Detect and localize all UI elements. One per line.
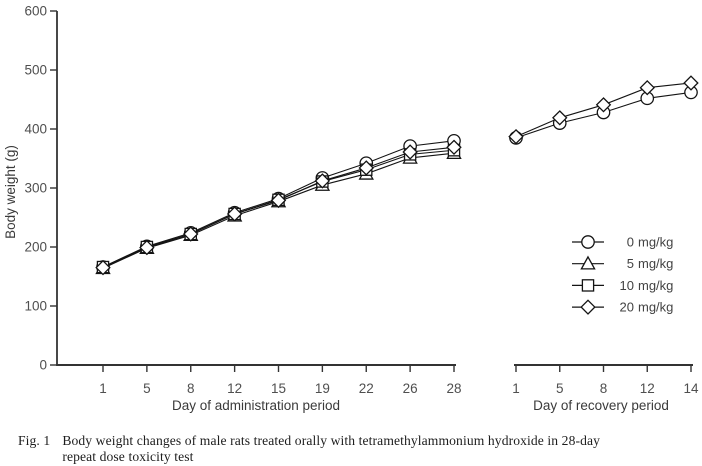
y-axis-tick-label: 0 <box>39 358 47 373</box>
x-axis-tick-label: 15 <box>271 381 286 396</box>
legend-label-unit: mg/kg <box>638 278 673 293</box>
x-axis-tick-label: 22 <box>359 381 374 396</box>
diamond-marker-20-mg-kg <box>270 192 287 209</box>
y-axis-tick-label: 300 <box>24 181 47 196</box>
y-axis-tick-label: 600 <box>24 4 47 19</box>
diamond-marker-20-mg-kg <box>139 239 155 256</box>
legend-circle-icon <box>581 235 595 249</box>
diamond-marker-20-mg-kg <box>358 160 374 176</box>
x-axis-tick-label: 5 <box>143 381 151 396</box>
figure-caption-label: Fig. 1 <box>18 433 51 448</box>
legend-label-dose: 0 <box>627 235 634 250</box>
legend-label-dose: 5 <box>627 256 634 271</box>
diamond-marker-20-mg-kg <box>446 139 462 156</box>
legend-label-unit: mg/kg <box>638 300 673 315</box>
x-axis-tick-label: 12 <box>640 381 655 396</box>
legend-label-dose: 10 <box>620 278 634 293</box>
y-axis-tick-label: 200 <box>24 240 47 255</box>
figure-caption: Fig. 1 Body weight changes of male rats … <box>18 433 702 464</box>
diamond-marker-20-mg-kg <box>226 206 243 222</box>
figure-caption-line-1: Body weight changes of male rats treated… <box>62 433 601 448</box>
y-axis-tick-label: 100 <box>24 299 47 314</box>
diamond-marker-20-mg-kg <box>402 144 418 160</box>
legend-label-unit: mg/kg <box>638 256 673 271</box>
x-axis-tick-label: 5 <box>556 381 564 396</box>
diamond-marker-20-mg-kg <box>183 226 199 242</box>
x-axis-tick-label: 1 <box>512 381 520 396</box>
x-axis-tick-label: 19 <box>315 381 330 396</box>
diamond-marker-20-mg-kg <box>595 97 612 113</box>
diamond-marker-20-mg-kg <box>508 128 524 145</box>
y-axis-tick-label: 400 <box>24 122 47 137</box>
legend-square-icon <box>581 279 595 292</box>
diamond-marker-20-mg-kg <box>95 259 111 276</box>
diamond-marker-20-mg-kg <box>639 79 655 96</box>
x-axis-tick-label: 8 <box>187 381 195 396</box>
x-axis-tick-label: 8 <box>600 381 608 396</box>
x-axis-tick-label: 26 <box>403 381 418 396</box>
x-axis-title: Day of administration period <box>172 398 340 413</box>
x-axis-tick-label: 1 <box>99 381 107 396</box>
y-axis-title: Body weight (g) <box>3 145 18 239</box>
diamond-marker-20-mg-kg <box>552 110 568 126</box>
figure-caption-text: Body weight changes of male rats treated… <box>62 433 600 464</box>
legend-diamond-icon <box>580 299 596 315</box>
series-line-10-mg-kg <box>102 149 455 268</box>
x-axis-tick-label: 12 <box>227 381 242 396</box>
figure-caption-line-2: repeat dose toxicity test <box>62 448 194 464</box>
diamond-marker-20-mg-kg <box>683 75 699 91</box>
legend-label-dose: 20 <box>620 300 634 315</box>
y-axis-tick-label: 500 <box>24 63 47 78</box>
legend-triangle-icon <box>580 255 596 270</box>
legend-label-unit: mg/kg <box>638 235 673 250</box>
diamond-marker-20-mg-kg <box>314 173 331 189</box>
x-axis-title: Day of recovery period <box>533 398 669 413</box>
series-line-5-mg-kg <box>102 152 455 269</box>
x-axis-tick-label: 28 <box>446 381 461 396</box>
x-axis-tick-label: 14 <box>683 381 699 396</box>
